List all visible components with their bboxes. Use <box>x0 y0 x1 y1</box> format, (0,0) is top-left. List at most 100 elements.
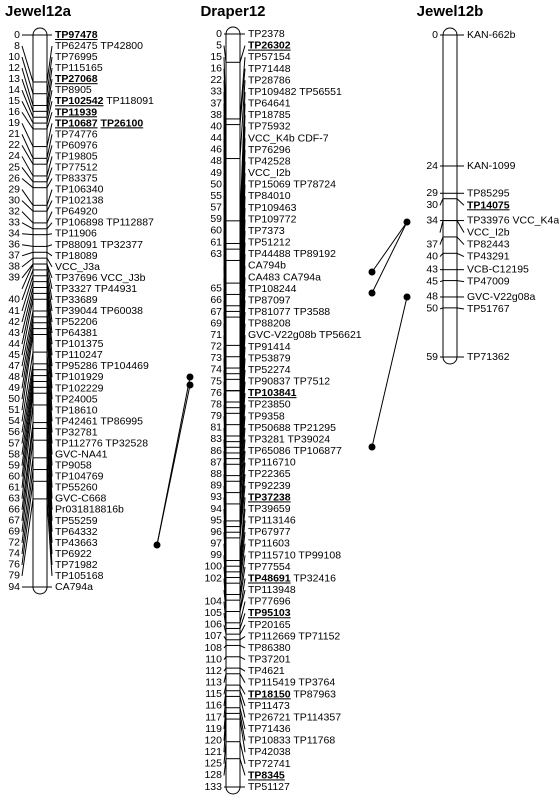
marker-label: TP109463 <box>248 202 297 214</box>
marker-name: VCB-C12195 <box>467 263 529 275</box>
marker-name: VCC_J3a <box>55 261 100 273</box>
position-label: 40 <box>8 294 20 306</box>
position-label: 44 <box>210 132 222 144</box>
label-connector <box>46 440 53 532</box>
position-label: 100 <box>204 561 222 573</box>
marker-label: TP109772 <box>248 213 297 225</box>
link-dot <box>368 289 376 297</box>
position-connector <box>21 334 34 411</box>
link-dot <box>368 268 376 276</box>
marker-name: TP84010 <box>248 190 291 202</box>
marker-label: TP72741 <box>248 758 291 770</box>
marker-label: TP50688 TP21295 <box>248 422 336 434</box>
marker-name: TP53879 <box>248 352 291 364</box>
label-connector <box>239 462 246 527</box>
marker-label: TP19805 <box>55 150 98 162</box>
position-connector <box>21 287 34 334</box>
marker-name: TP18610 <box>55 404 98 416</box>
position-connector <box>223 68 227 125</box>
homology-links <box>153 218 411 549</box>
marker-name: TP101929 <box>55 371 104 383</box>
marker-name: CDF-7 <box>298 132 329 144</box>
position-label: 60 <box>210 225 222 237</box>
position-label: 102 <box>204 572 222 584</box>
marker-name: TP71448 <box>248 63 291 75</box>
marker-label: Pr031818816b <box>55 504 124 516</box>
position-label: 76 <box>8 559 20 571</box>
marker-label: TP51767 <box>467 303 510 315</box>
marker-name: TP51767 <box>467 303 510 315</box>
marker-name: TP47009 <box>467 275 510 287</box>
label-connector <box>46 145 53 165</box>
position-label: 72 <box>210 341 222 353</box>
label-connector <box>239 427 246 493</box>
marker-name: TP99108 <box>298 549 341 561</box>
marker-label: TP18089 <box>55 250 98 262</box>
position-label: 43 <box>8 327 20 339</box>
marker-name: TP28786 <box>248 74 291 86</box>
position-label: 45 <box>426 275 438 287</box>
position-connector <box>439 236 444 245</box>
position-label: 55 <box>210 190 222 202</box>
position-label: 50 <box>8 393 20 405</box>
marker-label: TP44488 TP89192 <box>248 248 336 260</box>
position-connector <box>21 469 34 554</box>
label-connector <box>46 457 53 543</box>
position-label: 61 <box>8 481 20 493</box>
marker-label: TP71448 <box>248 63 291 75</box>
marker-name: TP26100 <box>101 117 144 129</box>
marker-name: KAN-1099 <box>467 160 516 172</box>
marker-label: TP11906 <box>55 228 97 240</box>
marker-label: VCB-C12195 <box>467 263 529 275</box>
label-connector <box>239 508 246 567</box>
marker-name: TP32528 <box>105 437 148 449</box>
marker-label: TP51212 <box>248 236 291 248</box>
position-connector <box>223 601 227 623</box>
marker-label: TP33976 VCC_K4a <box>467 214 559 226</box>
position-connector <box>21 101 34 124</box>
marker-name: TP18785 <box>248 109 291 121</box>
position-label: 133 <box>204 781 222 793</box>
position-label: 79 <box>210 410 222 422</box>
marker-name: VCC_J3b <box>101 272 146 284</box>
position-connector <box>439 280 444 283</box>
marker-name: TP118091 <box>106 95 154 107</box>
group-title: Jewel12a <box>5 3 72 20</box>
marker-name: TP89192 <box>293 248 336 260</box>
label-connector <box>46 404 53 499</box>
marker-label: TP10687 TP26100 <box>55 117 143 129</box>
marker-name: TP18089 <box>55 250 98 262</box>
position-label: 49 <box>210 167 222 179</box>
marker-name: TP71152 <box>298 630 340 642</box>
position-connector <box>223 696 227 718</box>
linkage-group: Jewel12a 0 TP97478 8 TP62475 TP42800 10 TP7699… <box>5 3 154 595</box>
marker-name: TP72741 <box>248 758 291 770</box>
marker-label: TP47009 <box>467 275 510 287</box>
label-connector <box>46 257 53 268</box>
position-label: 93 <box>210 491 222 503</box>
marker-name: TP55259 <box>55 515 98 527</box>
label-connector <box>46 299 53 356</box>
marker-name: VCC_K4a <box>513 214 559 226</box>
marker-name: TP51127 <box>248 781 290 793</box>
position-connector <box>223 713 227 741</box>
position-label: 116 <box>205 700 222 712</box>
marker-name: TP64641 <box>248 97 291 109</box>
label-connector <box>46 112 53 130</box>
position-connector <box>21 222 34 230</box>
marker-name: TP32377 <box>100 239 143 251</box>
label-connector <box>456 280 465 283</box>
position-label: 50 <box>210 178 222 190</box>
position-label: 115 <box>205 688 222 700</box>
position-label: 72 <box>8 537 20 549</box>
marker-name: TP106340 <box>55 183 104 195</box>
label-connector <box>46 316 53 378</box>
marker-name: TP11473 <box>248 700 290 712</box>
link-dot <box>403 218 411 226</box>
label-connector <box>46 134 53 159</box>
marker-name: TP26721 <box>248 711 291 723</box>
position-connector <box>223 590 227 612</box>
position-label: 108 <box>204 642 222 654</box>
marker-label: TP77554 <box>248 561 291 573</box>
label-connector <box>46 251 53 257</box>
